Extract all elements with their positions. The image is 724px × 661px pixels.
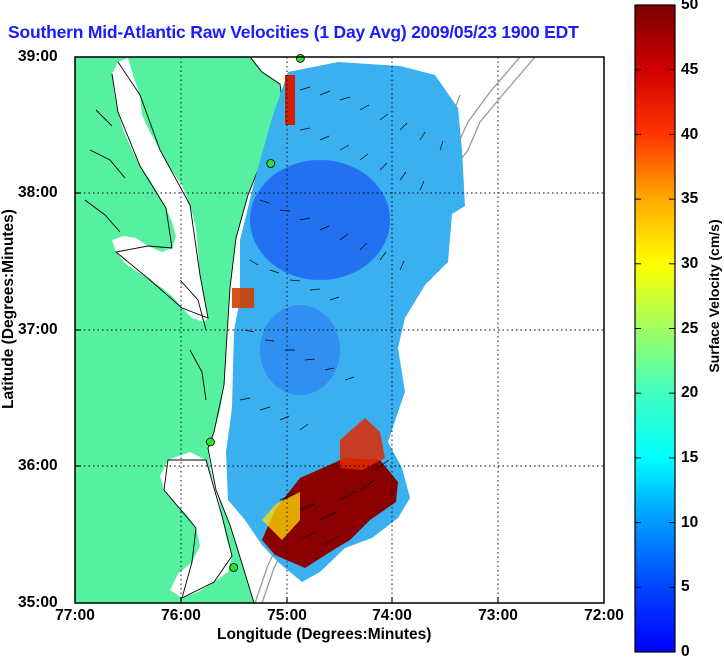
speed-medium <box>262 492 300 540</box>
speed-moderate <box>260 305 340 395</box>
map-title: Southern Mid-Atlantic Raw Velocities (1 … <box>8 22 579 42</box>
x-axis-label: Longitude (Degrees:Minutes) <box>217 626 432 643</box>
y-tick-5: 35:00 <box>18 594 58 611</box>
colorbar-tick-20: 20 <box>681 384 699 401</box>
speed-nearshore <box>285 75 295 125</box>
y-tick-1: 39:00 <box>18 48 58 65</box>
y-tick-4: 36:00 <box>18 457 58 474</box>
colorbar-tick-10: 10 <box>681 514 699 531</box>
speed-inlet <box>232 288 254 308</box>
colorbar-label: Surface Velocity (cm/s) <box>706 219 722 373</box>
colorbar-tick-15: 15 <box>681 449 699 466</box>
x-tick-3: 75:00 <box>267 607 307 624</box>
y-tick-2: 38:00 <box>18 184 58 201</box>
speed-peak <box>262 458 398 568</box>
colorbar-tick-35: 35 <box>681 190 699 207</box>
station-marker-3 <box>206 437 215 447</box>
station-marker-1 <box>295 53 305 63</box>
station-marker-2 <box>266 159 276 168</box>
axis-ticks <box>75 192 499 603</box>
x-tick-6: 72:00 <box>584 607 624 624</box>
y-tick-3: 37:00 <box>18 321 58 338</box>
station-marker-4 <box>229 563 239 572</box>
y-axis-label: Latitude (Degrees:Minutes) <box>0 209 17 409</box>
colorbar-tick-25: 25 <box>681 320 699 337</box>
colorbar-tick-5: 5 <box>681 578 690 595</box>
colorbar-ticks <box>635 4 675 653</box>
colorbar-tick-0: 0 <box>681 643 690 660</box>
coastline-detail <box>84 57 283 603</box>
chesapeake-bay <box>112 58 208 322</box>
colorbar-tick-40: 40 <box>681 126 699 143</box>
grid-lines <box>75 57 604 603</box>
speed-core <box>250 160 390 280</box>
x-tick-4: 74:00 <box>372 607 412 624</box>
x-tick-5: 73:00 <box>478 607 518 624</box>
colorbar-tick-50: 50 <box>681 0 699 13</box>
speed-high <box>340 418 385 470</box>
velocity-arrows <box>239 86 444 546</box>
colorbar-tick-30: 30 <box>681 255 699 272</box>
x-tick-2: 76:00 <box>161 607 201 624</box>
colorbar-tick-45: 45 <box>681 61 699 78</box>
x-tick-1: 77:00 <box>55 607 95 624</box>
